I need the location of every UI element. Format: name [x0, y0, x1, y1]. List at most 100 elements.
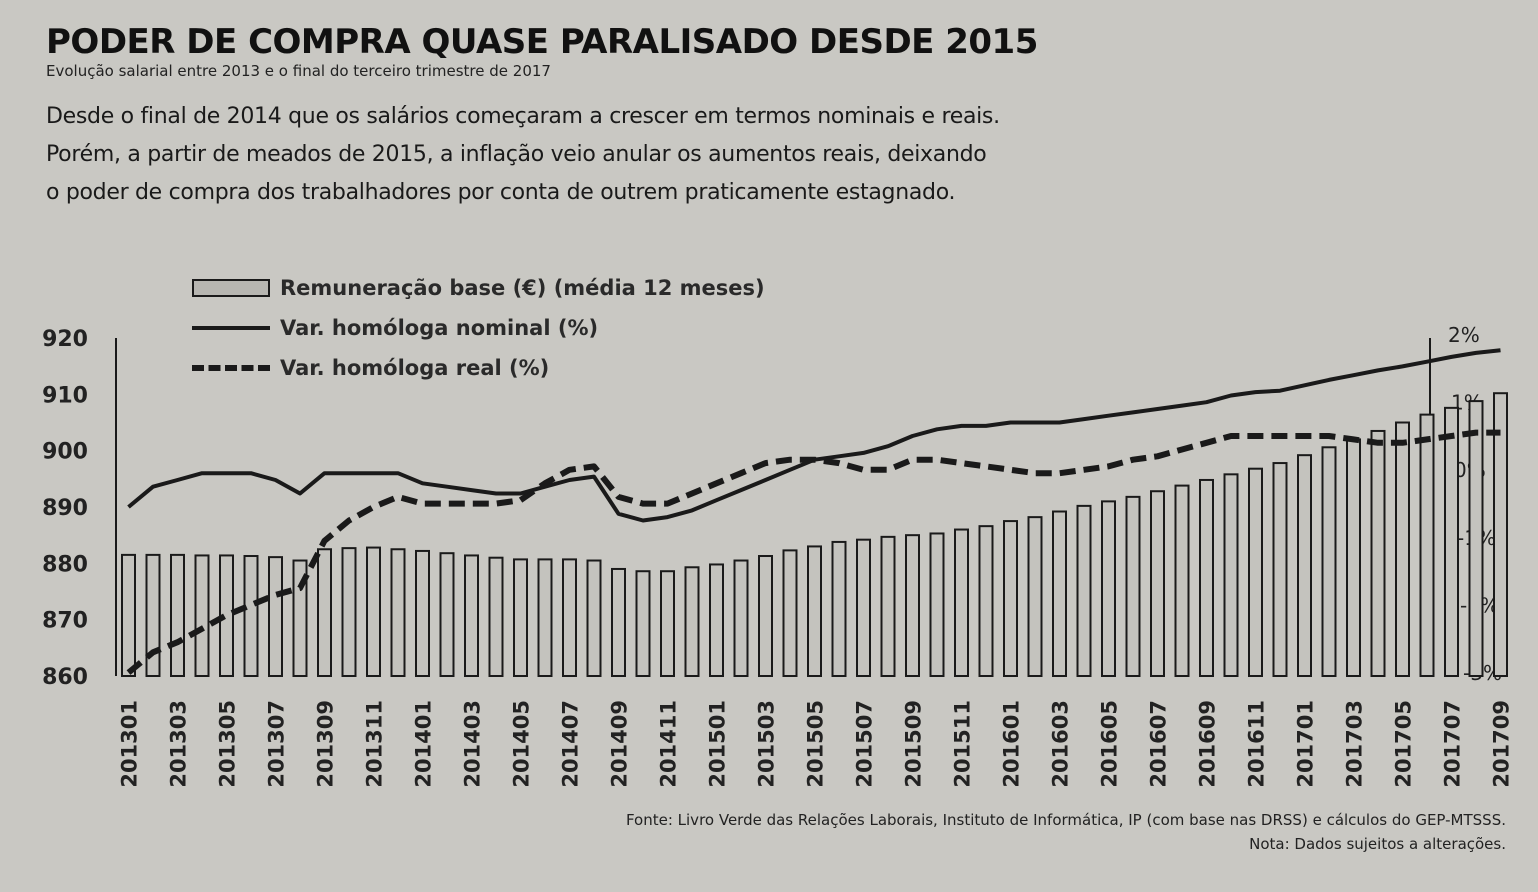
- bar-remuneracao: [562, 558, 577, 678]
- x-tick-label: 201407: [559, 700, 583, 788]
- bar-remuneracao: [684, 566, 700, 678]
- x-tick-label: 201707: [1441, 700, 1465, 788]
- x-tick-label: 201503: [755, 700, 779, 788]
- bar-remuneracao: [635, 570, 651, 677]
- x-tick-label: 201305: [216, 700, 240, 788]
- bar-remuneracao: [733, 559, 749, 677]
- bar-remuneracao: [1003, 520, 1018, 677]
- x-tick-label: 201311: [363, 700, 387, 788]
- chart-title: PODER DE COMPRA QUASE PARALISADO DESDE 2…: [46, 22, 1038, 62]
- bar-remuneracao: [1297, 454, 1312, 677]
- bar-remuneracao: [611, 567, 626, 678]
- bar-remuneracao: [243, 555, 259, 678]
- x-tick-label: 201307: [265, 700, 289, 788]
- y-tick-label: 900: [42, 440, 88, 465]
- x-tick-label: 201705: [1392, 700, 1416, 788]
- legend-item-real: Var. homóloga real (%): [192, 348, 765, 388]
- x-tick-label: 201511: [951, 700, 975, 788]
- x-tick-label: 201507: [853, 700, 877, 788]
- bar-remuneracao: [978, 525, 994, 677]
- x-tick-label: 201505: [804, 700, 828, 788]
- bar-remuneracao: [905, 534, 920, 678]
- bar-remuneracao: [464, 554, 479, 677]
- lead-line: Desde o final de 2014 que os salários co…: [46, 104, 1000, 129]
- bar-remuneracao: [366, 546, 381, 677]
- y-tick-label: 910: [42, 383, 88, 408]
- bar-remuneracao: [121, 553, 136, 678]
- chart-footer: Fonte: Livro Verde das Relações Laborais…: [626, 808, 1506, 856]
- bar-remuneracao: [537, 558, 553, 678]
- data-note: Nota: Dados sujeitos a alterações.: [1249, 835, 1506, 853]
- x-tick-label: 201611: [1245, 700, 1269, 788]
- bar-remuneracao: [1321, 446, 1337, 677]
- x-tick-label: 201403: [461, 700, 485, 788]
- y-tick-label: 920: [42, 327, 88, 352]
- bar-remuneracao: [415, 549, 430, 677]
- legend-swatch-dashed-line: [192, 359, 272, 377]
- bar-remuneracao: [488, 556, 504, 678]
- bar-remuneracao: [292, 559, 308, 677]
- legend-swatch-bar: [192, 279, 272, 297]
- lead-line: o poder de compra dos trabalhadores por …: [46, 180, 956, 205]
- x-tick-label: 201603: [1049, 700, 1073, 788]
- series-line-nominal: [127, 348, 1501, 523]
- bar-remuneracao: [513, 558, 528, 678]
- bar-remuneracao: [145, 553, 161, 678]
- bar-remuneracao: [1444, 406, 1459, 677]
- bar-remuneracao: [1272, 462, 1288, 677]
- bar-remuneracao: [1125, 495, 1141, 677]
- x-tick-label: 201301: [118, 700, 142, 788]
- legend-item-bars: Remuneração base (€) (média 12 meses): [192, 268, 765, 308]
- legend-swatch-solid-line: [192, 319, 272, 337]
- chart-legend: Remuneração base (€) (média 12 meses) Va…: [192, 268, 765, 388]
- source-note: Fonte: Livro Verde das Relações Laborais…: [625, 811, 1506, 829]
- bar-remuneracao: [1493, 392, 1508, 677]
- x-tick-label: 201607: [1147, 700, 1171, 788]
- x-tick-label: 201405: [510, 700, 534, 788]
- bar-remuneracao: [709, 563, 724, 678]
- bar-remuneracao: [954, 528, 969, 677]
- bar-remuneracao: [439, 552, 455, 678]
- bar-remuneracao: [1027, 516, 1043, 678]
- bar-remuneracao: [929, 532, 945, 678]
- legend-label-nominal: Var. homóloga nominal (%): [280, 316, 599, 340]
- bar-remuneracao: [1468, 400, 1484, 677]
- bar-remuneracao: [782, 549, 798, 677]
- y2-tick-label: 2%: [1448, 323, 1480, 347]
- x-tick-label: 201409: [608, 700, 632, 788]
- x-tick-label: 201709: [1490, 700, 1514, 788]
- y-tick-label: 890: [42, 496, 88, 521]
- bar-remuneracao: [268, 556, 283, 677]
- y-tick-label: 870: [42, 609, 88, 634]
- lead-line: Porém, a partir de meados de 2015, a inf…: [46, 142, 987, 167]
- x-tick-label: 201605: [1098, 700, 1122, 788]
- x-tick-label: 201601: [1000, 700, 1024, 788]
- x-tick-label: 201701: [1294, 700, 1318, 788]
- lead-paragraph: Desde o final de 2014 que os salários co…: [46, 98, 1146, 212]
- legend-label-real: Var. homóloga real (%): [280, 356, 550, 380]
- bar-remuneracao: [1174, 484, 1190, 677]
- x-tick-label: 201401: [412, 700, 436, 788]
- bar-remuneracao: [194, 554, 210, 677]
- bar-remuneracao: [1223, 473, 1239, 677]
- x-tick-label: 201509: [902, 700, 926, 788]
- bar-remuneracao: [856, 538, 871, 677]
- bar-remuneracao: [660, 570, 675, 677]
- bar-remuneracao: [1101, 500, 1116, 677]
- bar-remuneracao: [1052, 510, 1067, 677]
- bar-remuneracao: [880, 535, 896, 678]
- bar-remuneracao: [1419, 413, 1435, 677]
- bar-remuneracao: [1150, 490, 1165, 677]
- bar-remuneracao: [317, 548, 332, 677]
- x-tick-label: 201303: [167, 700, 191, 788]
- bar-remuneracao: [831, 540, 847, 678]
- legend-label-bars: Remuneração base (€) (média 12 meses): [280, 276, 765, 300]
- bar-remuneracao: [1395, 421, 1410, 677]
- bar-remuneracao: [758, 555, 773, 678]
- legend-item-nominal: Var. homóloga nominal (%): [192, 308, 765, 348]
- x-tick-label: 201309: [314, 700, 338, 788]
- bar-remuneracao: [807, 545, 822, 678]
- y-tick-label: 880: [42, 552, 88, 577]
- x-tick-label: 201501: [706, 700, 730, 788]
